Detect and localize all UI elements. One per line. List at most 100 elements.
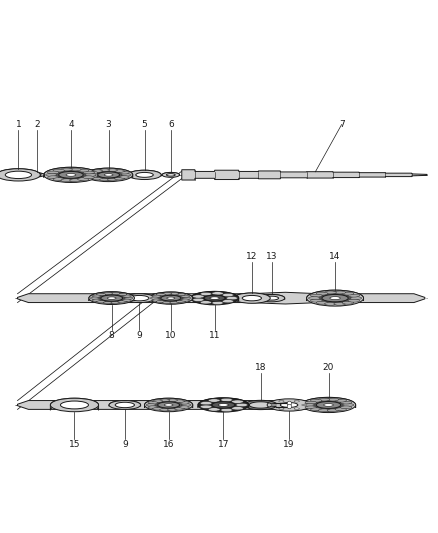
Ellipse shape (193, 295, 204, 298)
Ellipse shape (118, 293, 127, 296)
Text: 3: 3 (106, 120, 112, 129)
Ellipse shape (115, 402, 134, 408)
Ellipse shape (305, 401, 316, 404)
Ellipse shape (305, 406, 316, 409)
Ellipse shape (200, 405, 212, 408)
Ellipse shape (327, 398, 339, 401)
Ellipse shape (78, 178, 89, 181)
Ellipse shape (208, 399, 220, 402)
Ellipse shape (208, 408, 220, 411)
Ellipse shape (92, 299, 101, 301)
Text: 4: 4 (68, 120, 74, 129)
Ellipse shape (122, 295, 131, 297)
Ellipse shape (153, 408, 162, 410)
Polygon shape (18, 292, 425, 304)
Ellipse shape (78, 169, 89, 172)
Text: 16: 16 (163, 440, 174, 449)
Ellipse shape (180, 406, 189, 408)
Ellipse shape (271, 404, 276, 406)
Ellipse shape (193, 298, 204, 301)
Ellipse shape (149, 399, 188, 410)
Ellipse shape (279, 400, 284, 402)
Ellipse shape (200, 401, 212, 405)
Ellipse shape (222, 300, 233, 303)
Ellipse shape (130, 295, 149, 301)
Ellipse shape (324, 403, 333, 406)
Ellipse shape (322, 294, 348, 302)
Ellipse shape (61, 179, 72, 182)
Ellipse shape (85, 173, 96, 176)
Ellipse shape (100, 169, 110, 171)
Ellipse shape (343, 403, 354, 406)
Ellipse shape (342, 292, 354, 295)
Ellipse shape (103, 302, 113, 304)
Text: 2: 2 (35, 120, 40, 129)
Ellipse shape (350, 297, 362, 300)
Ellipse shape (232, 407, 244, 410)
Ellipse shape (175, 400, 184, 402)
Ellipse shape (93, 170, 102, 172)
Ellipse shape (302, 404, 307, 406)
Polygon shape (124, 294, 155, 300)
Ellipse shape (48, 176, 59, 179)
Ellipse shape (316, 292, 328, 295)
Ellipse shape (232, 400, 244, 403)
Ellipse shape (335, 399, 346, 402)
Ellipse shape (48, 171, 59, 174)
Text: 1: 1 (15, 120, 21, 129)
Ellipse shape (107, 297, 116, 300)
Ellipse shape (109, 401, 141, 409)
Ellipse shape (318, 409, 330, 412)
Ellipse shape (267, 399, 311, 411)
Ellipse shape (312, 292, 358, 305)
Ellipse shape (327, 409, 339, 412)
Ellipse shape (120, 176, 129, 178)
Ellipse shape (318, 398, 330, 401)
Ellipse shape (279, 408, 284, 409)
Ellipse shape (204, 295, 225, 301)
Polygon shape (233, 293, 270, 300)
Polygon shape (191, 292, 239, 301)
Ellipse shape (226, 296, 238, 300)
Ellipse shape (83, 171, 94, 174)
Text: 8: 8 (109, 331, 115, 340)
Ellipse shape (242, 295, 261, 301)
Ellipse shape (176, 294, 185, 296)
Ellipse shape (168, 399, 177, 401)
Ellipse shape (294, 400, 300, 402)
Ellipse shape (334, 291, 346, 294)
Ellipse shape (128, 170, 161, 180)
Polygon shape (128, 170, 161, 176)
Ellipse shape (158, 402, 180, 408)
Ellipse shape (104, 174, 113, 176)
Ellipse shape (89, 169, 128, 181)
Polygon shape (50, 398, 99, 410)
Ellipse shape (90, 297, 99, 299)
Ellipse shape (168, 408, 177, 411)
Ellipse shape (53, 178, 64, 181)
Ellipse shape (316, 301, 328, 304)
Ellipse shape (341, 406, 352, 409)
Ellipse shape (175, 408, 184, 410)
Ellipse shape (280, 402, 298, 407)
Ellipse shape (101, 295, 123, 301)
Ellipse shape (83, 176, 94, 179)
Ellipse shape (156, 301, 166, 303)
Ellipse shape (181, 299, 190, 301)
Ellipse shape (152, 299, 161, 301)
Ellipse shape (348, 299, 360, 302)
Ellipse shape (44, 167, 98, 182)
Text: 6: 6 (168, 120, 174, 129)
Polygon shape (149, 292, 193, 301)
Ellipse shape (166, 174, 175, 176)
Text: 20: 20 (323, 363, 334, 372)
Ellipse shape (103, 293, 113, 295)
Polygon shape (258, 294, 285, 300)
Ellipse shape (148, 406, 158, 408)
Ellipse shape (97, 293, 106, 296)
Ellipse shape (156, 294, 166, 296)
Ellipse shape (325, 291, 336, 294)
Ellipse shape (124, 294, 155, 303)
Ellipse shape (61, 168, 72, 171)
Ellipse shape (212, 292, 223, 295)
